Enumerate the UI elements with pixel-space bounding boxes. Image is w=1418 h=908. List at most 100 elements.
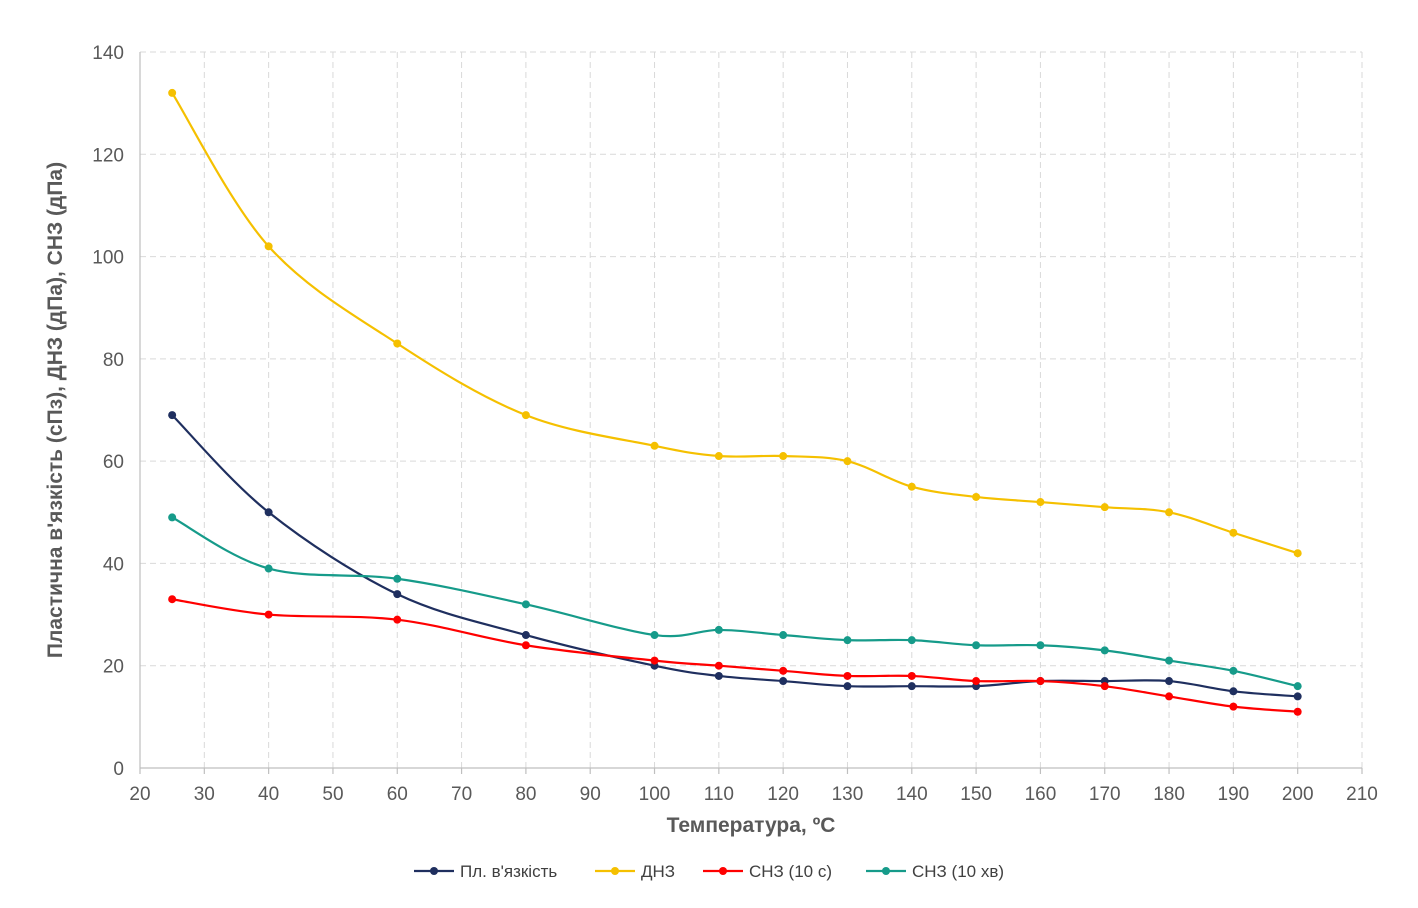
legend-marker [611, 867, 619, 875]
series-line [171, 598, 1298, 713]
legend-label: Пл. в'язкість [460, 862, 557, 881]
data-point [264, 564, 273, 573]
data-point [714, 625, 723, 634]
legend-item: ДНЗ [595, 862, 675, 881]
data-point [393, 590, 402, 599]
data-point [1036, 498, 1045, 507]
series-lines [168, 88, 1302, 716]
x-tick-label: 40 [258, 784, 279, 805]
y-axis-title: Пластична в'язкість (сПз), ДНЗ (дПа), СН… [44, 162, 67, 658]
y-tick-label: 140 [92, 43, 124, 64]
x-tick-label: 170 [1089, 784, 1121, 805]
data-point [168, 88, 177, 97]
x-tick-label: 210 [1346, 784, 1378, 805]
x-tick-label: 50 [322, 784, 343, 805]
y-tick-label: 120 [92, 145, 124, 166]
x-tick-label: 80 [515, 784, 536, 805]
data-point [1229, 528, 1238, 537]
data-point [779, 631, 788, 640]
data-point [650, 656, 659, 665]
data-point [972, 677, 981, 686]
data-point [1229, 702, 1238, 711]
data-point [521, 600, 530, 609]
data-point [1293, 692, 1302, 701]
data-point [1293, 707, 1302, 716]
data-point [714, 661, 723, 670]
y-tick-label: 0 [113, 759, 124, 780]
y-tick-label: 100 [92, 248, 124, 269]
x-axis-title: Температура, ºC [667, 814, 836, 837]
series-2 [168, 88, 1302, 558]
data-point [393, 574, 402, 583]
series-line [171, 92, 1299, 555]
data-point [1100, 503, 1109, 512]
data-point [168, 411, 177, 420]
data-point [843, 682, 852, 691]
series-line [171, 516, 1298, 688]
data-point [1229, 666, 1238, 675]
grid-lines [140, 51, 1363, 768]
y-tick-label: 20 [103, 657, 124, 678]
x-tick-label: 140 [896, 784, 928, 805]
x-tick-label: 90 [580, 784, 601, 805]
legend-marker [882, 867, 890, 875]
data-point [907, 682, 916, 691]
data-point [907, 671, 916, 680]
x-tick-label: 70 [451, 784, 472, 805]
legend-label: СНЗ (10 с) [749, 862, 832, 881]
data-point [843, 671, 852, 680]
data-point [264, 242, 273, 251]
data-point [650, 441, 659, 450]
data-point [264, 610, 273, 619]
legend-marker [430, 867, 438, 875]
x-tick-label: 30 [194, 784, 215, 805]
series-3 [168, 595, 1302, 716]
data-point [779, 452, 788, 461]
data-point [1165, 508, 1174, 517]
data-point [521, 631, 530, 640]
data-point [1036, 641, 1045, 650]
x-tick-label: 180 [1153, 784, 1185, 805]
data-point [1165, 692, 1174, 701]
x-tick-label: 60 [387, 784, 408, 805]
data-point [843, 457, 852, 466]
data-point [521, 411, 530, 420]
legend: Пл. в'язкість ДНЗ СНЗ (10 с) СНЗ (10 хв) [414, 862, 1004, 881]
y-tick-label: 80 [103, 350, 124, 371]
legend-marker [719, 867, 727, 875]
data-point [714, 671, 723, 680]
axes [139, 52, 1363, 774]
x-tick-label: 200 [1282, 784, 1314, 805]
data-point [1100, 646, 1109, 655]
data-point [650, 631, 659, 640]
legend-item: СНЗ (10 хв) [866, 862, 1004, 881]
data-point [843, 636, 852, 645]
legend-label: СНЗ (10 хв) [912, 862, 1004, 881]
data-point [907, 482, 916, 491]
legend-item: Пл. в'язкість [414, 862, 557, 881]
data-point [1100, 682, 1109, 691]
data-point [1229, 687, 1238, 696]
x-tick-label: 100 [639, 784, 671, 805]
series-4 [168, 513, 1302, 691]
data-point [779, 666, 788, 675]
data-point [972, 641, 981, 650]
data-point [1293, 549, 1302, 558]
data-point [393, 615, 402, 624]
data-point [264, 508, 273, 517]
data-point [907, 636, 916, 645]
data-point [1036, 677, 1045, 686]
x-tick-label: 110 [704, 784, 734, 805]
y-tick-label: 40 [103, 554, 124, 575]
data-point [168, 595, 177, 604]
legend-item: СНЗ (10 с) [703, 862, 832, 881]
data-point [168, 513, 177, 522]
data-point [779, 677, 788, 686]
data-point [521, 641, 530, 650]
data-point [1293, 682, 1302, 691]
x-tick-label: 130 [832, 784, 864, 805]
data-point [393, 339, 402, 348]
data-point [1165, 677, 1174, 686]
